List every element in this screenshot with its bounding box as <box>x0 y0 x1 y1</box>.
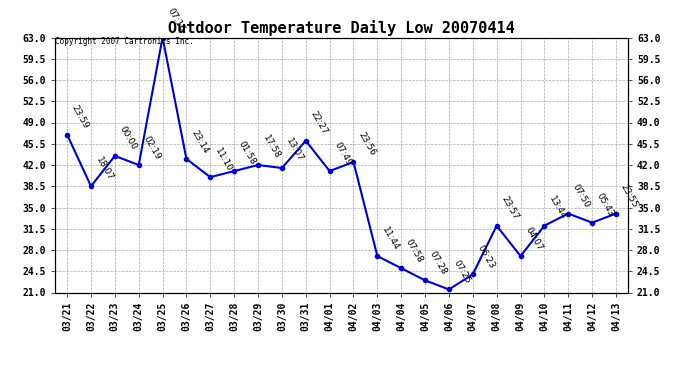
Text: 23:55: 23:55 <box>619 183 640 209</box>
Text: 01:58: 01:58 <box>237 140 257 167</box>
Text: 11:44: 11:44 <box>380 225 401 252</box>
Text: 17:58: 17:58 <box>261 134 282 161</box>
Text: 05:43: 05:43 <box>595 192 615 219</box>
Text: 22:27: 22:27 <box>308 110 329 136</box>
Text: 02:19: 02:19 <box>141 134 162 161</box>
Text: 07:58: 07:58 <box>404 237 425 264</box>
Text: 04:07: 04:07 <box>523 225 544 252</box>
Text: 07:16: 07:16 <box>166 6 186 33</box>
Title: Outdoor Temperature Daily Low 20070414: Outdoor Temperature Daily Low 20070414 <box>168 20 515 36</box>
Text: 07:49: 07:49 <box>333 140 353 167</box>
Text: 23:59: 23:59 <box>70 104 90 130</box>
Text: 13:44: 13:44 <box>547 195 568 222</box>
Text: 13:07: 13:07 <box>285 137 306 164</box>
Text: 18:07: 18:07 <box>94 155 115 182</box>
Text: 23:56: 23:56 <box>356 131 377 158</box>
Text: 06:23: 06:23 <box>475 243 496 270</box>
Text: 00:00: 00:00 <box>117 125 139 152</box>
Text: 23:14: 23:14 <box>189 128 210 155</box>
Text: 07:25: 07:25 <box>452 258 473 285</box>
Text: 07:28: 07:28 <box>428 249 448 276</box>
Text: Copyright 2007 Cartronics Inc.: Copyright 2007 Cartronics Inc. <box>55 38 194 46</box>
Text: 11:10: 11:10 <box>213 146 234 173</box>
Text: 23:57: 23:57 <box>500 195 520 222</box>
Text: 07:50: 07:50 <box>571 183 592 209</box>
